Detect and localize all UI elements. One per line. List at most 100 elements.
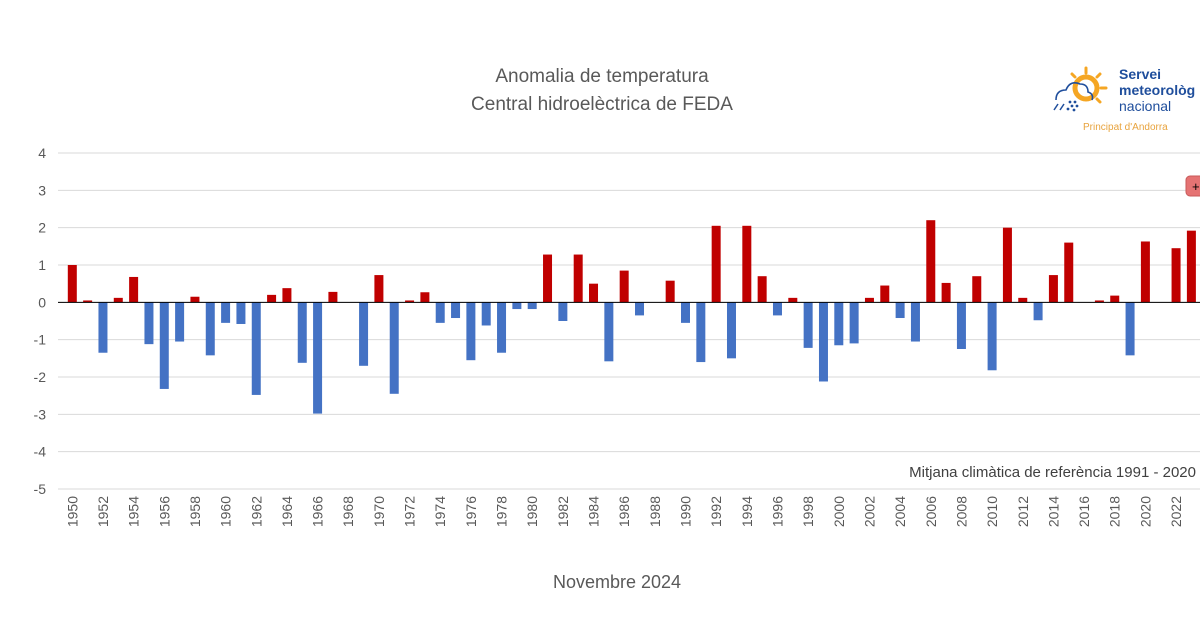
- bar-2001: [849, 302, 859, 344]
- bar-1954: [129, 276, 139, 303]
- bar-1955: [144, 302, 154, 345]
- bar-2002: [864, 297, 874, 303]
- bar-1960: [221, 302, 231, 323]
- x-tick-label: 2014: [1045, 496, 1061, 527]
- x-tick-label: 1994: [739, 496, 755, 527]
- logo-line-2: meteorològ: [1119, 82, 1195, 98]
- x-tick-label: 2000: [831, 496, 847, 527]
- bar-1985: [604, 302, 614, 362]
- bar-2003: [880, 285, 890, 303]
- logo: Servei meteorològ nacional Principat d'A…: [1053, 66, 1195, 133]
- bar-2012: [1018, 297, 1028, 303]
- bar-1972: [405, 300, 415, 303]
- x-tick-label: 2018: [1107, 496, 1123, 527]
- x-tick-label: 1996: [769, 496, 785, 527]
- bars: [67, 220, 1196, 414]
- y-axis-ticks: 4 3 2 1 0 -1 -2 -3 -4 -5: [34, 145, 47, 497]
- x-tick-label: 2010: [984, 496, 1000, 527]
- x-tick-label: 1958: [187, 496, 203, 527]
- y-tick-label: -4: [34, 444, 47, 460]
- x-tick-label: 1968: [340, 496, 356, 527]
- x-tick-label: 2002: [861, 496, 877, 527]
- bar-1999: [818, 302, 828, 382]
- bar-1969: [359, 302, 369, 366]
- bar-1953: [113, 297, 123, 303]
- x-tick-label: 1992: [708, 496, 724, 527]
- bar-1962: [251, 302, 261, 395]
- bar-1970: [374, 275, 384, 303]
- bar-2020: [1140, 241, 1150, 303]
- bar-2009: [972, 276, 982, 303]
- bar-1974: [435, 302, 445, 323]
- x-tick-label: 1980: [524, 496, 540, 527]
- bar-1981: [543, 254, 553, 303]
- bar-2014: [1048, 275, 1058, 303]
- y-tick-label: 3: [38, 182, 46, 198]
- bar-1984: [589, 283, 599, 303]
- expand-button[interactable]: +: [1185, 175, 1200, 197]
- bar-1980: [527, 302, 537, 310]
- bar-2013: [1033, 302, 1043, 321]
- logo-line-1: Servei: [1119, 66, 1161, 82]
- bar-1978: [497, 302, 507, 353]
- x-tick-label: 1952: [95, 496, 111, 527]
- bar-1989: [665, 280, 675, 303]
- bar-2018: [1110, 295, 1120, 303]
- bar-1971: [389, 302, 399, 394]
- sun-cloud-rain-icon: [1053, 66, 1108, 112]
- bar-1986: [619, 270, 629, 303]
- bar-1987: [635, 302, 645, 316]
- x-tick-label: 2012: [1015, 496, 1031, 527]
- y-tick-label: 2: [38, 220, 46, 236]
- y-tick-label: 1: [38, 257, 46, 273]
- x-tick-label: 1962: [248, 496, 264, 527]
- bar-1966: [313, 302, 323, 414]
- bar-1990: [681, 302, 690, 323]
- logo-line-3: nacional: [1119, 98, 1171, 114]
- bar-1996: [772, 302, 782, 316]
- bar-1975: [451, 302, 461, 319]
- bar-1957: [175, 302, 185, 342]
- bar-1977: [481, 302, 491, 326]
- bar-1991: [696, 302, 706, 363]
- y-tick-label: -5: [34, 481, 47, 497]
- x-tick-label: 1990: [678, 496, 694, 527]
- y-tick-label: 0: [38, 294, 46, 310]
- chart-title: Anomalia de temperatura: [495, 66, 709, 87]
- bar-2015: [1064, 242, 1074, 303]
- bar-1982: [558, 302, 568, 321]
- bar-1995: [757, 276, 767, 303]
- bar-2017: [1094, 300, 1104, 303]
- bar-2008: [956, 302, 966, 349]
- bar-2005: [910, 302, 920, 342]
- bar-1965: [297, 302, 307, 363]
- x-tick-label: 1974: [432, 496, 448, 527]
- bar-1959: [205, 302, 215, 356]
- bar-2007: [941, 282, 951, 303]
- bar-1961: [236, 302, 246, 324]
- bar-2019: [1125, 302, 1135, 356]
- bar-1994: [742, 225, 752, 303]
- x-tick-label: 1950: [64, 496, 80, 527]
- bar-2000: [834, 302, 844, 346]
- x-tick-label: 1984: [586, 496, 602, 527]
- y-tick-label: -2: [34, 369, 47, 385]
- x-axis-ticks: 1950 1952 1954 1956 1958 1960 1962 1964 1966 1968…: [64, 496, 1184, 527]
- bar-2006: [926, 220, 936, 303]
- bar-1998: [803, 302, 813, 348]
- bar-1997: [788, 297, 798, 303]
- x-tick-label: 1970: [371, 496, 387, 527]
- bar-1956: [159, 302, 169, 389]
- bar-2011: [1002, 227, 1012, 303]
- bar-1958: [190, 296, 200, 303]
- bar-2023: [1186, 230, 1196, 303]
- bar-1952: [98, 302, 108, 353]
- x-tick-label: 2004: [892, 496, 908, 527]
- bar-2022: [1171, 248, 1181, 303]
- bar-1951: [83, 300, 93, 303]
- bar-1976: [466, 302, 476, 361]
- bar-1950: [67, 265, 77, 303]
- chart-subtitle: Central hidroelèctrica de FEDA: [471, 94, 733, 115]
- bar-2004: [895, 302, 905, 319]
